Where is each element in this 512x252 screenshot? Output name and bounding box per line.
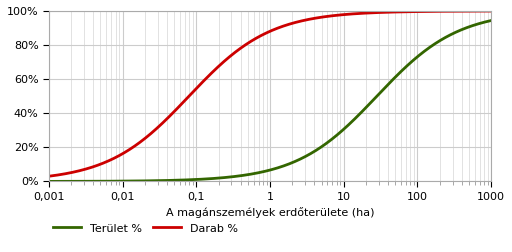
- Darab %: [432, 10, 438, 13]
- Terület %: [216, 177, 222, 180]
- Line: Terület %: Terület %: [49, 21, 491, 181]
- Terület %: [488, 19, 494, 22]
- Terület %: [46, 180, 52, 183]
- X-axis label: A magánszemélyek erdőterülete (ha): A magánszemélyek erdőterülete (ha): [166, 207, 374, 218]
- Terület %: [96, 180, 102, 183]
- Darab %: [46, 175, 52, 178]
- Line: Darab %: Darab %: [49, 11, 491, 176]
- Darab %: [96, 163, 102, 166]
- Darab %: [216, 65, 222, 68]
- Legend: Terület %, Darab %: Terület %, Darab %: [49, 219, 242, 238]
- Darab %: [234, 49, 241, 52]
- Darab %: [488, 10, 494, 13]
- Terület %: [234, 175, 241, 178]
- Terület %: [432, 42, 438, 45]
- Darab %: [479, 10, 485, 13]
- Darab %: [122, 150, 129, 153]
- Terület %: [122, 180, 129, 183]
- Terület %: [479, 21, 485, 24]
